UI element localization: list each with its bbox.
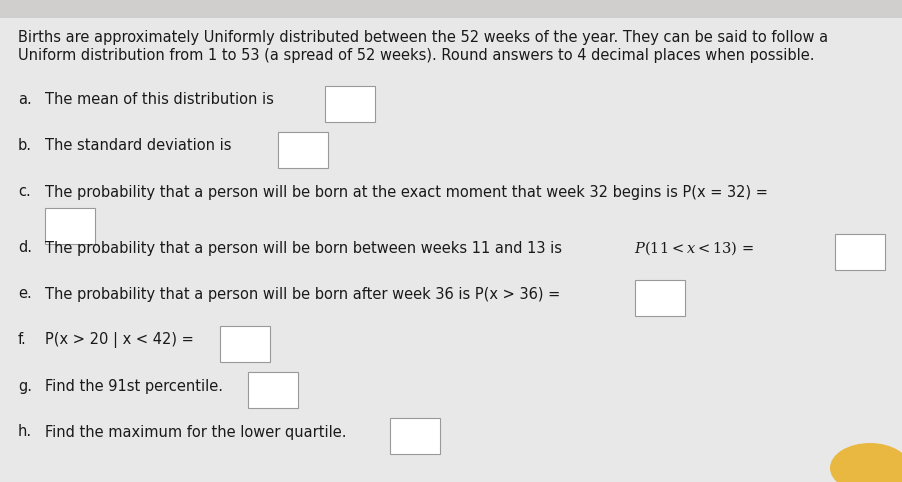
FancyBboxPatch shape [45,208,95,244]
Text: b.: b. [18,138,32,153]
Text: The standard deviation is: The standard deviation is [45,138,231,153]
Text: g.: g. [18,378,32,393]
Text: The probability that a person will be born at the exact moment that week 32 begi: The probability that a person will be bo… [45,185,767,200]
Text: The probability that a person will be born between weeks 11 and 13 is: The probability that a person will be bo… [45,241,566,255]
FancyBboxPatch shape [634,280,685,316]
Text: Find the 91st percentile.: Find the 91st percentile. [45,378,223,393]
Text: Uniform distribution from 1 to 53 (a spread of 52 weeks). Round answers to 4 dec: Uniform distribution from 1 to 53 (a spr… [18,48,814,63]
FancyBboxPatch shape [390,418,439,454]
Ellipse shape [829,443,902,482]
Text: Find the maximum for the lower quartile.: Find the maximum for the lower quartile. [45,425,346,440]
Text: h.: h. [18,425,32,440]
FancyBboxPatch shape [325,86,374,122]
Text: The mean of this distribution is: The mean of this distribution is [45,93,273,107]
FancyBboxPatch shape [248,372,298,408]
FancyBboxPatch shape [0,0,902,18]
Text: a.: a. [18,93,32,107]
Text: d.: d. [18,241,32,255]
Text: P(x > 20 | x < 42) =: P(x > 20 | x < 42) = [45,332,194,348]
Text: f.: f. [18,333,27,348]
Text: c.: c. [18,185,31,200]
Text: The probability that a person will be born after week 36 is P(x > 36) =: The probability that a person will be bo… [45,286,559,302]
Text: $P(11 < x < 13)$ =: $P(11 < x < 13)$ = [633,239,753,257]
FancyBboxPatch shape [278,132,327,168]
Text: Births are approximately Uniformly distributed between the 52 weeks of the year.: Births are approximately Uniformly distr… [18,30,827,45]
FancyBboxPatch shape [220,326,270,362]
Text: e.: e. [18,286,32,302]
FancyBboxPatch shape [834,234,884,270]
